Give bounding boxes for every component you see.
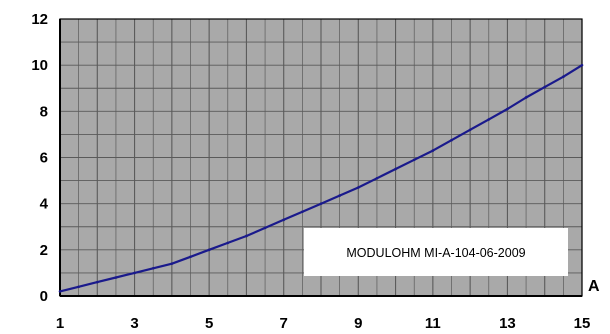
y-tick-label: 8 (40, 103, 48, 120)
data-point (338, 194, 341, 197)
annotation-text: MODULOHM MI-A-104-06-2009 (346, 246, 525, 260)
x-tick-label: 7 (280, 315, 288, 332)
data-point (450, 138, 453, 142)
data-point (543, 85, 547, 89)
data-point (207, 248, 211, 252)
y-tick-label: 10 (31, 57, 48, 74)
data-point (226, 241, 230, 245)
data-point (151, 267, 155, 270)
data-point (282, 218, 286, 222)
data-point (394, 167, 397, 171)
x-tick-label: 11 (425, 315, 441, 332)
y-tick-label: 6 (40, 150, 48, 167)
x-axis-unit-label: A (588, 278, 600, 295)
data-point (245, 234, 248, 238)
x-tick-label: 13 (499, 315, 516, 332)
y-tick-label: 2 (40, 242, 48, 259)
plot-frame (59, 18, 583, 297)
data-point (133, 271, 136, 275)
x-tick-label: 3 (130, 315, 138, 332)
data-point (319, 202, 323, 205)
data-point (58, 290, 62, 293)
data-point (524, 96, 528, 99)
data-point (580, 63, 584, 67)
x-tick-label: 5 (205, 315, 213, 332)
data-point (487, 118, 491, 121)
data-point (170, 262, 174, 265)
annotation-background (304, 228, 568, 276)
y-tick-label: 12 (31, 11, 48, 28)
y-tick-label: 4 (40, 196, 49, 213)
data-series (58, 63, 584, 293)
data-point (562, 75, 565, 79)
y-tick-label: 0 (40, 288, 48, 305)
data-point (356, 186, 360, 189)
data-point (301, 210, 304, 214)
annotation-box: MODULOHM MI-A-104-06-2009 (304, 228, 568, 276)
x-tick-label: 1 (56, 315, 64, 332)
data-point (412, 158, 416, 162)
data-point (468, 128, 472, 132)
data-point (114, 276, 118, 279)
data-point (189, 255, 192, 259)
data-point (77, 285, 80, 289)
data-point (375, 176, 379, 180)
data-point (506, 107, 509, 111)
x-tick-label: 9 (354, 315, 362, 332)
data-point (263, 226, 267, 230)
x-tick-label: 15 (574, 315, 591, 332)
data-point (431, 149, 435, 152)
data-point (95, 280, 99, 284)
